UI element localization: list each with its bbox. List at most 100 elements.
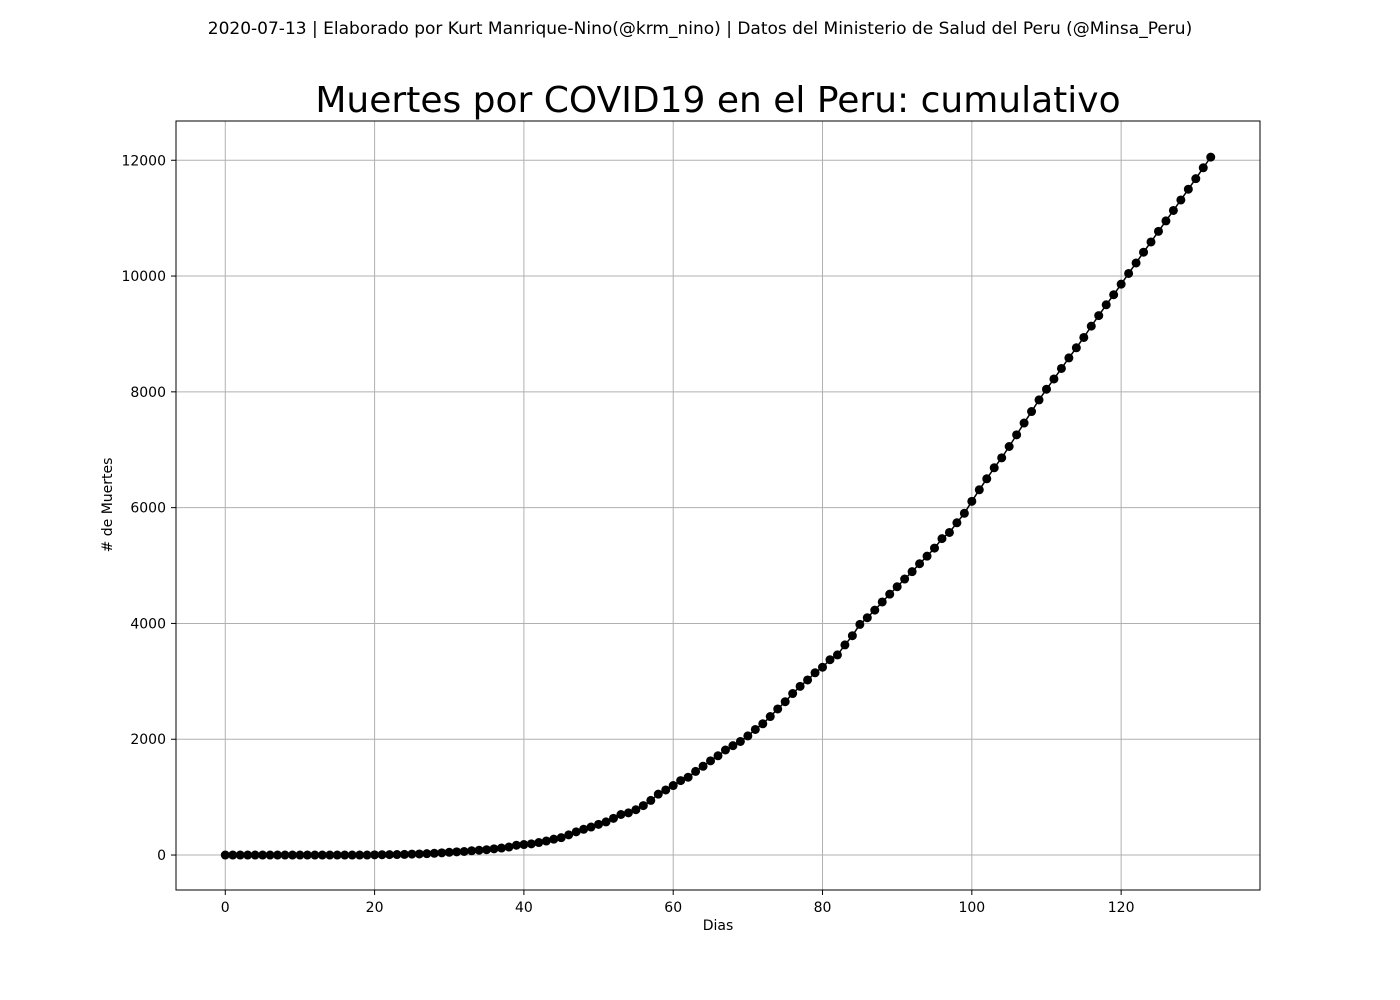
data-point: [444, 847, 454, 857]
data-point: [1056, 363, 1066, 373]
data-point: [735, 736, 745, 746]
y-tick-label: 8000: [130, 385, 166, 401]
data-point: [1116, 279, 1126, 289]
data-point: [556, 833, 566, 843]
x-tick-label: 60: [664, 900, 682, 916]
data-point: [1131, 258, 1141, 268]
data-point: [840, 640, 850, 650]
data-point: [646, 795, 656, 805]
data-point: [974, 485, 984, 495]
data-point: [892, 582, 902, 592]
data-point: [1079, 332, 1089, 342]
data-point: [989, 463, 999, 473]
data-point: [915, 559, 925, 569]
x-tick-label: 20: [366, 900, 384, 916]
data-point: [832, 650, 842, 660]
data-point: [265, 850, 275, 860]
data-point: [243, 850, 253, 860]
data-point: [743, 731, 753, 741]
data-point: [676, 776, 686, 786]
data-point: [1153, 226, 1163, 236]
data-point: [818, 662, 828, 672]
data-point: [489, 844, 499, 854]
data-point: [788, 689, 798, 699]
x-tick-label: 0: [221, 900, 230, 916]
data-point: [661, 785, 671, 795]
data-point: [1161, 216, 1171, 226]
data-point: [862, 613, 872, 623]
data-point: [385, 850, 395, 860]
data-point: [519, 840, 529, 850]
data-point: [1206, 152, 1216, 162]
data-point: [429, 848, 439, 858]
data-point: [900, 574, 910, 584]
data-point: [1012, 430, 1022, 440]
y-axis-ticks: 0 2000 4000 6000 8000 10000 12000: [121, 153, 176, 864]
data-point: [452, 847, 462, 857]
data-point: [631, 805, 641, 815]
data-point: [534, 838, 544, 848]
data-points: [220, 152, 1216, 860]
y-tick-label: 0: [157, 848, 166, 864]
x-tick-label: 40: [515, 900, 533, 916]
data-point: [273, 850, 283, 860]
chart-title: Muertes por COVID19 en el Peru: cumulati…: [315, 80, 1120, 121]
data-point: [1049, 374, 1059, 384]
data-point: [325, 850, 335, 860]
y-tick-label: 2000: [130, 732, 166, 748]
data-point: [810, 668, 820, 678]
data-point: [885, 589, 895, 599]
data-point: [370, 850, 380, 860]
data-point: [758, 719, 768, 729]
data-point: [982, 474, 992, 484]
data-point: [317, 850, 327, 860]
data-point: [399, 849, 409, 859]
data-point: [907, 567, 917, 577]
data-point: [220, 850, 230, 860]
data-point: [467, 846, 477, 856]
data-point: [803, 675, 813, 685]
data-point: [1146, 237, 1156, 247]
data-point: [511, 840, 521, 850]
data-point: [332, 850, 342, 860]
x-tick-label: 120: [1108, 900, 1135, 916]
data-point: [310, 850, 320, 860]
data-point: [825, 655, 835, 665]
data-point: [930, 543, 939, 553]
data-point: [1168, 205, 1178, 215]
data-point: [623, 808, 633, 818]
data-point: [497, 843, 506, 853]
data-point: [1041, 384, 1051, 394]
data-point: [698, 761, 708, 771]
data-point: [638, 801, 648, 811]
data-point: [564, 830, 574, 840]
data-point: [773, 704, 783, 714]
data-point: [474, 845, 484, 855]
data-point: [407, 849, 417, 859]
data-point: [377, 850, 387, 860]
data-point: [1191, 174, 1201, 184]
data-point: [340, 850, 350, 860]
x-tick-label: 80: [814, 900, 832, 916]
data-point: [414, 849, 424, 859]
series-line-layer: [225, 156, 1212, 856]
data-point: [608, 813, 618, 823]
data-point: [1124, 268, 1134, 278]
data-point: [437, 848, 447, 858]
y-tick-label: 6000: [130, 501, 166, 517]
data-point: [250, 850, 260, 860]
series-line: [225, 156, 1212, 856]
data-point: [459, 847, 469, 856]
y-tick-label: 4000: [130, 616, 166, 632]
data-point: [258, 850, 268, 860]
data-point: [855, 619, 865, 629]
data-point: [720, 745, 730, 755]
data-point: [302, 850, 312, 860]
data-point: [706, 756, 716, 766]
data-point: [780, 697, 790, 707]
data-point: [526, 839, 536, 849]
data-point: [870, 605, 880, 615]
data-point: [280, 850, 290, 860]
data-point: [1094, 311, 1104, 321]
